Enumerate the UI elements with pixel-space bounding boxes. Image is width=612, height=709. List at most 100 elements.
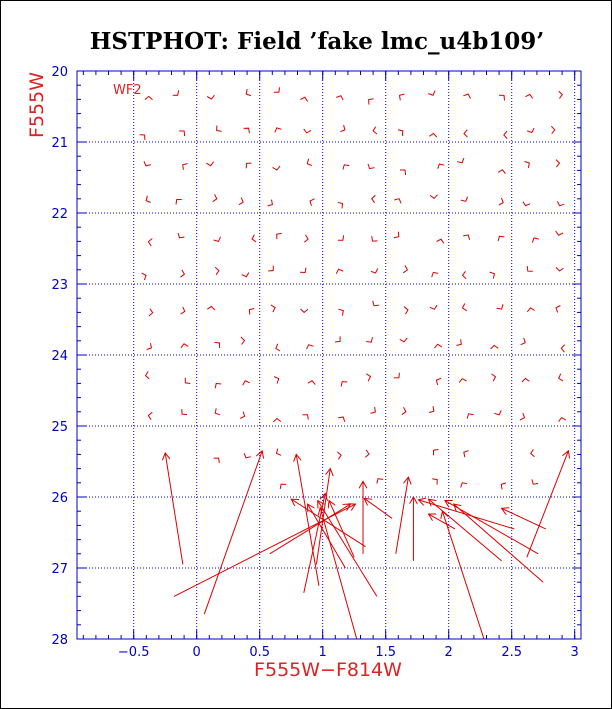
small-offset-mark bbox=[456, 339, 462, 346]
grid-lines bbox=[77, 71, 581, 639]
displacement-arrow bbox=[364, 498, 393, 519]
small-offset-mark bbox=[272, 165, 281, 171]
small-offset-mark bbox=[306, 344, 314, 350]
small-offset-mark bbox=[273, 87, 280, 93]
small-offset-mark bbox=[276, 232, 282, 240]
small-offset-mark bbox=[275, 343, 281, 352]
y-tick-label: 27 bbox=[51, 562, 68, 577]
small-offset-mark bbox=[146, 343, 152, 350]
small-offset-mark bbox=[398, 93, 405, 101]
displacement-arrow bbox=[303, 493, 325, 593]
x-tick-label: 1 bbox=[319, 645, 327, 660]
small-offset-mark bbox=[368, 98, 374, 105]
small-offset-mark bbox=[338, 308, 344, 316]
small-offset-mark bbox=[429, 304, 438, 310]
small-offset-mark bbox=[371, 194, 376, 204]
displacement-arrow bbox=[308, 504, 346, 569]
small-offset-mark bbox=[394, 198, 402, 204]
displacement-arrow bbox=[526, 451, 569, 558]
y-tick-label: 23 bbox=[51, 278, 68, 293]
displacement-arrow bbox=[318, 501, 378, 597]
panel-label: WF2 bbox=[113, 83, 142, 98]
small-offset-mark bbox=[463, 234, 471, 240]
small-offset-mark bbox=[335, 268, 344, 274]
small-offset-mark bbox=[431, 271, 439, 278]
small-offset-mark bbox=[214, 341, 221, 349]
small-offset-mark bbox=[336, 451, 342, 460]
small-offset-mark bbox=[429, 132, 438, 138]
small-offset-mark bbox=[141, 272, 147, 281]
small-offset-mark bbox=[372, 300, 379, 307]
small-offset-mark bbox=[300, 96, 309, 102]
small-offset-mark bbox=[466, 413, 474, 419]
small-offset-mark bbox=[436, 238, 445, 244]
small-offset-mark bbox=[181, 409, 188, 415]
small-offset-mark bbox=[245, 162, 252, 169]
small-offset-mark bbox=[399, 337, 408, 343]
small-offset-mark bbox=[463, 450, 469, 458]
small-offset-mark bbox=[429, 194, 438, 199]
small-offset-mark bbox=[367, 163, 375, 170]
small-offset-mark bbox=[393, 372, 400, 379]
small-offset-mark bbox=[370, 268, 379, 274]
small-offset-mark bbox=[560, 344, 566, 353]
small-offset-mark bbox=[307, 380, 316, 385]
small-offset-mark bbox=[531, 479, 539, 485]
small-displacement-marks bbox=[139, 87, 567, 490]
small-offset-mark bbox=[500, 482, 507, 490]
y-tick-label: 25 bbox=[51, 420, 68, 435]
small-offset-mark bbox=[520, 337, 526, 346]
small-offset-mark bbox=[372, 126, 378, 135]
displacement-arrow bbox=[291, 499, 366, 548]
small-offset-mark bbox=[302, 414, 309, 420]
small-offset-mark bbox=[437, 163, 445, 169]
x-tick-label: 3 bbox=[571, 645, 579, 660]
small-offset-mark bbox=[461, 303, 467, 312]
axis-tick-labels: −0.5 0 0.5 1 1.5 2 2.5 3 20 21 22 23 24 25 26 27 28 bbox=[51, 65, 578, 660]
x-axis-label: F555W−F814W bbox=[254, 659, 402, 681]
displacement-arrow bbox=[315, 469, 330, 565]
small-offset-mark bbox=[214, 382, 222, 389]
small-offset-mark bbox=[503, 130, 508, 140]
x-tick-label: 0 bbox=[193, 645, 201, 660]
small-offset-mark bbox=[213, 236, 221, 243]
small-offset-mark bbox=[251, 234, 257, 243]
small-offset-mark bbox=[303, 234, 309, 243]
small-offset-mark bbox=[526, 127, 535, 134]
small-offset-mark bbox=[530, 449, 535, 458]
data-arrows bbox=[165, 451, 569, 640]
small-offset-mark bbox=[491, 373, 497, 382]
small-offset-mark bbox=[273, 376, 280, 384]
small-offset-mark bbox=[461, 271, 467, 280]
y-tick-label: 22 bbox=[51, 207, 68, 222]
small-offset-mark bbox=[371, 236, 378, 242]
small-offset-mark bbox=[366, 373, 372, 382]
y-tick-label: 24 bbox=[51, 349, 68, 364]
small-offset-mark bbox=[403, 306, 409, 315]
small-offset-mark bbox=[184, 377, 191, 384]
small-offset-mark bbox=[435, 377, 442, 386]
small-offset-mark bbox=[275, 448, 282, 456]
small-offset-mark bbox=[279, 483, 287, 490]
small-offset-mark bbox=[558, 90, 563, 99]
small-offset-mark bbox=[206, 161, 215, 167]
displacement-arrow bbox=[418, 500, 515, 530]
small-offset-mark bbox=[400, 169, 407, 176]
displacement-arrow bbox=[445, 501, 539, 555]
small-offset-mark bbox=[340, 124, 346, 133]
small-offset-mark bbox=[555, 267, 564, 272]
small-offset-mark bbox=[148, 308, 154, 317]
small-offset-mark bbox=[238, 197, 244, 206]
small-offset-mark bbox=[206, 94, 215, 100]
small-offset-mark bbox=[241, 272, 250, 278]
small-offset-mark bbox=[243, 127, 250, 134]
small-offset-mark bbox=[460, 482, 468, 488]
small-offset-mark bbox=[175, 199, 182, 205]
displacement-arrow bbox=[429, 514, 456, 530]
small-offset-mark bbox=[338, 416, 346, 422]
small-offset-mark bbox=[147, 238, 153, 247]
small-offset-mark bbox=[143, 161, 151, 167]
displacement-arrow bbox=[203, 451, 262, 615]
